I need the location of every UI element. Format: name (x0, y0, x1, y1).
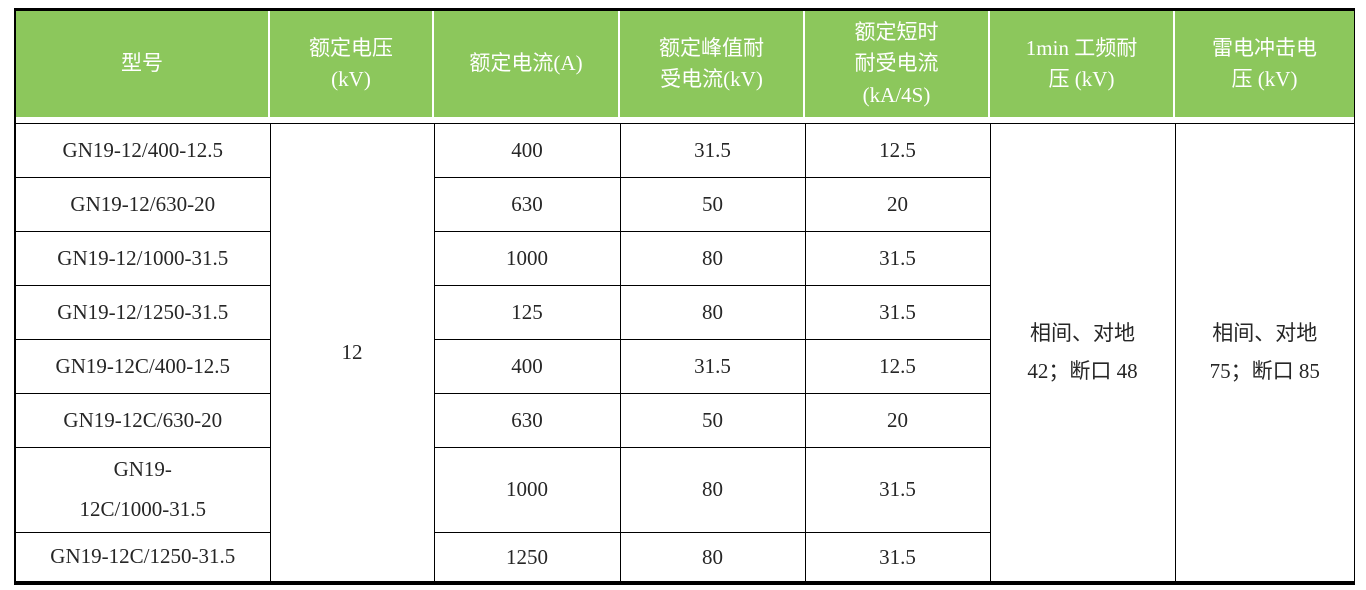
peak-current-cell: 31.5 (619, 123, 806, 178)
peak-current-cell: 80 (619, 285, 806, 340)
peak-current-cell: 50 (619, 177, 806, 232)
table-row: GN19-12/1000-31.5 1000 80 31.5 (16, 231, 1354, 286)
table-row: GN19-12/400-12.5 12 400 31.5 12.5 相间、对地 … (16, 123, 1354, 582)
table-row: GN19-12/630-20 630 50 20 (16, 177, 1354, 232)
short-time-current-cell: 31.5 (804, 231, 990, 286)
short-time-current-cell: 31.5 (804, 285, 990, 340)
rated-current-cell: 630 (433, 177, 621, 232)
rated-current-cell: 1000 (433, 231, 621, 286)
peak-current-cell: 80 (619, 231, 806, 286)
spec-table: 型号 额定电压 (kV) 额定电流(A) 额定峰值耐 受电流(kV) 额定短时 … (14, 8, 1355, 586)
header-lightning-impulse: 雷电冲击电 压 (kV) (1175, 11, 1354, 117)
rated-current-cell: 400 (433, 123, 621, 178)
model-cell: GN19-12/1250-31.5 (16, 285, 271, 340)
short-time-current-cell: 31.5 (804, 447, 990, 533)
table-header-row: 型号 额定电压 (kV) 额定电流(A) 额定峰值耐 受电流(kV) 额定短时 … (16, 11, 1354, 117)
rated-current-cell: 630 (433, 393, 621, 448)
table-row: GN19- 12C/1000-31.5 1000 80 31.5 (16, 447, 1354, 533)
short-time-current-cell: 20 (804, 177, 990, 232)
model-cell: GN19-12/630-20 (16, 177, 271, 232)
short-time-current-cell: 20 (804, 393, 990, 448)
rated-current-cell: 1250 (433, 531, 621, 582)
short-time-current-cell: 31.5 (804, 531, 990, 582)
table-row: GN19-12C/630-20 630 50 20 (16, 393, 1354, 448)
header-short-time-current: 额定短时 耐受电流 (kA/4S) (805, 11, 990, 117)
header-rated-voltage: 额定电压 (kV) (270, 11, 434, 117)
rated-current-cell: 1000 (433, 447, 621, 533)
header-body-divider (16, 117, 1354, 123)
header-power-freq-voltage: 1min 工频耐 压 (kV) (990, 11, 1175, 117)
table-row: GN19-12C/1250-31.5 1250 80 31.5 (16, 531, 1354, 582)
peak-current-cell: 50 (619, 393, 806, 448)
peak-current-cell: 80 (619, 531, 806, 582)
header-peak-withstand-current: 额定峰值耐 受电流(kV) (620, 11, 805, 117)
model-cell: GN19-12/400-12.5 (16, 123, 271, 178)
rated-current-cell: 125 (433, 285, 621, 340)
model-cell: GN19-12C/400-12.5 (16, 339, 271, 394)
model-cell: GN19-12C/1250-31.5 (16, 531, 271, 582)
rated-voltage-cell: 12 (269, 123, 435, 582)
header-model: 型号 (16, 11, 270, 117)
header-rated-current: 额定电流(A) (434, 11, 620, 117)
model-cell: GN19-12C/630-20 (16, 393, 271, 448)
table-body: GN19-12/400-12.5 12 400 31.5 12.5 相间、对地 … (16, 123, 1354, 582)
power-freq-voltage-cell: 相间、对地 42；断口 48 (989, 123, 1176, 582)
short-time-current-cell: 12.5 (804, 123, 991, 178)
rated-current-cell: 400 (433, 339, 621, 394)
model-cell: GN19- 12C/1000-31.5 (16, 447, 271, 533)
peak-current-cell: 31.5 (619, 339, 806, 394)
lightning-impulse-cell: 相间、对地 75；断口 85 (1174, 123, 1354, 582)
short-time-current-cell: 12.5 (804, 339, 990, 394)
peak-current-cell: 80 (619, 447, 806, 533)
model-cell: GN19-12/1000-31.5 (16, 231, 271, 286)
